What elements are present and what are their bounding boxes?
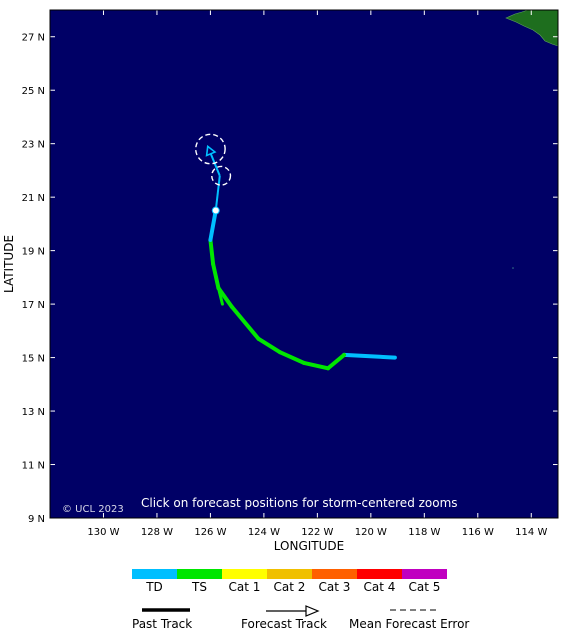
past-track-segment [302,360,331,371]
past-track-segment [256,336,282,355]
legend-swatch [177,569,222,579]
lon-tick-label: 128 W [141,527,173,538]
lon-tick-label: 118 W [408,527,440,538]
map-frame [49,9,559,519]
island-dot [512,267,514,269]
legend-category-label: Cat 4 [364,580,396,594]
forecast-arrow-icon [205,144,217,157]
legend-category-label: Cat 1 [229,580,261,594]
past-track-segment [208,208,218,242]
past-track-segment [326,352,347,371]
past-track-segment [342,352,397,360]
forecast-error-circle[interactable] [195,133,226,165]
mean-error-label: Mean Forecast Error [349,617,469,631]
legend-category-label: Cat 5 [409,580,441,594]
lat-tick-label: 17 N [22,300,45,311]
legend-swatch [222,569,267,579]
land-mass [505,9,559,47]
legend-swatch [312,569,357,579]
intensity-legend: TD TS Cat 1 Cat 2 Cat 3 Cat 4 Cat 5 [132,569,447,594]
lat-tick-label: 23 N [22,140,45,151]
past-track-segment [211,262,221,291]
lon-tick-label: 122 W [301,527,333,538]
lon-tick-label: 124 W [248,527,280,538]
forecast-track-segment [214,175,221,211]
past-track-segment [229,304,261,341]
axis-ticks: 27 N 25 N 23 N 21 N 19 N 17 N 15 N 13 N 11 N 9 N 1… [22,10,558,538]
lat-tick-label: 15 N [22,354,45,365]
legend-swatch [267,569,312,579]
lat-tick-label: 9 N [28,514,45,525]
lat-tick-label: 27 N [22,33,45,44]
lat-tick-label: 19 N [22,247,45,258]
legend-category-label: TD [145,580,163,594]
ocean-background [50,10,558,518]
forecast-track-label: Forecast Track [241,617,327,631]
lat-tick-label: 25 N [22,86,45,97]
lat-tick-label: 21 N [22,193,45,204]
forecast-track-arrow-icon [305,605,320,617]
past-track-segment [277,350,306,365]
legend-swatch [132,569,177,579]
lat-tick-label: 11 N [22,461,45,472]
lat-tick-label: 13 N [22,407,45,418]
lon-tick-label: 120 W [355,527,387,538]
forecast-error-circles [195,133,232,186]
past-track-label: Past Track [132,617,192,631]
x-axis-title: LONGITUDE [274,539,344,553]
lon-tick-label: 116 W [462,527,494,538]
copyright-text: © UCL 2023 [62,504,124,515]
legend-category-label: Cat 3 [319,580,351,594]
forecast-error-circle[interactable] [211,165,232,186]
legend-swatch [357,569,402,579]
past-track-segment [208,237,216,266]
lon-tick-label: 114 W [515,527,547,538]
lon-tick-label: 130 W [87,527,119,538]
past-track-hook [216,286,224,306]
y-axis-title: LATITUDE [2,235,16,293]
storm-track [205,144,397,371]
current-position-marker[interactable] [211,206,220,215]
lon-tick-label: 126 W [194,527,226,538]
legend-category-label: Cat 2 [274,580,306,594]
legend-swatch [402,569,447,579]
legend-category-label: TS [191,580,207,594]
zoom-instruction[interactable]: Click on forecast positions for storm-ce… [141,496,458,510]
